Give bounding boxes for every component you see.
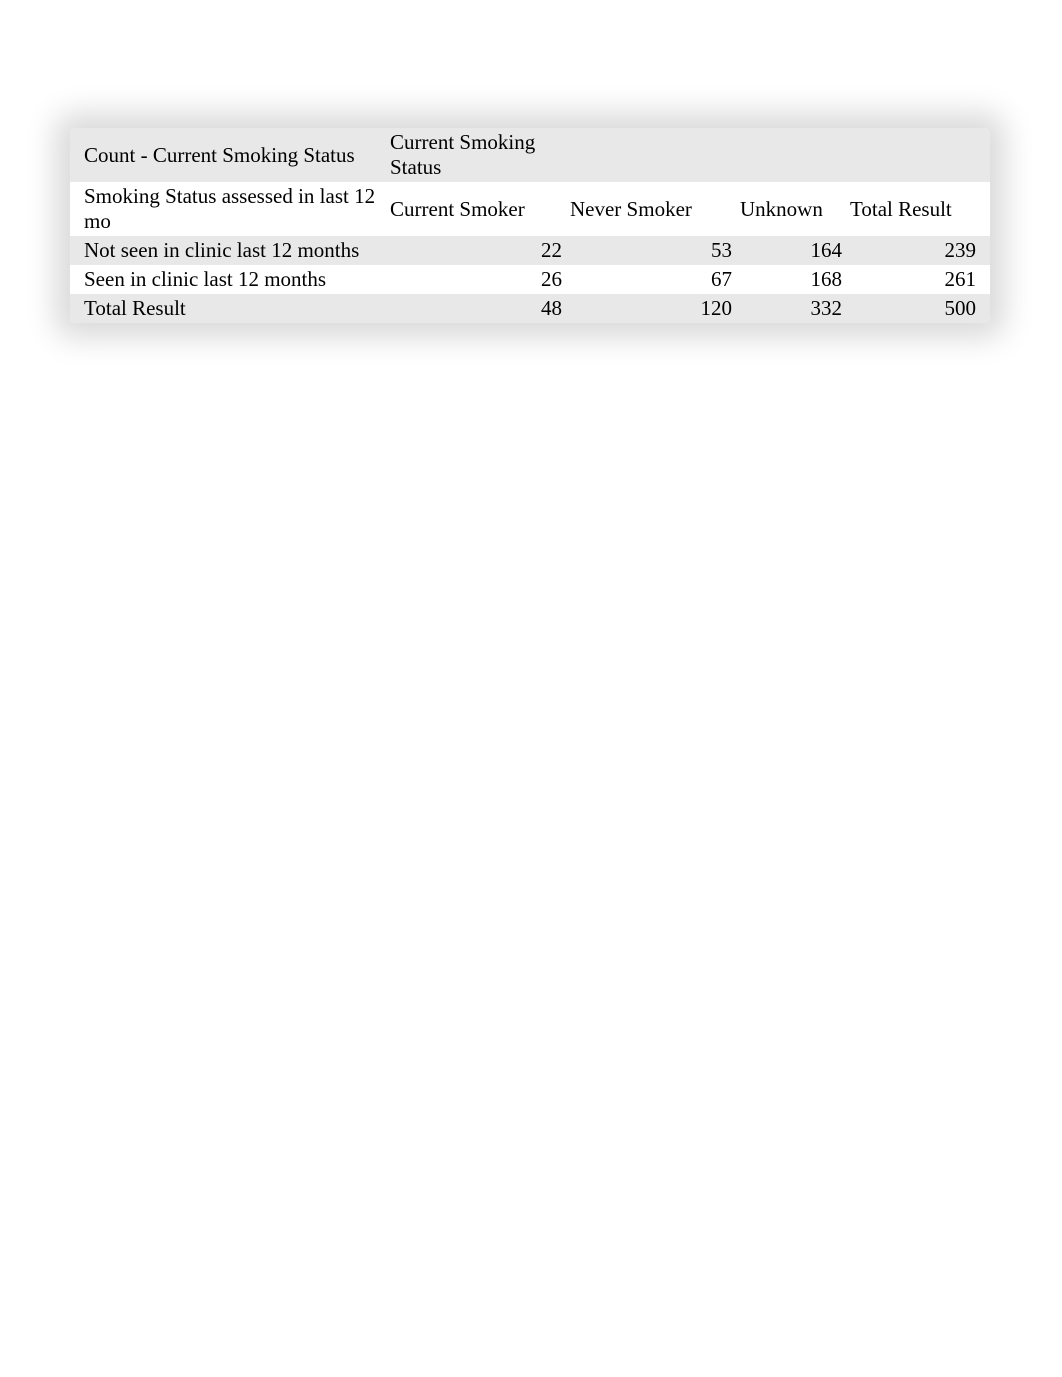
table-row: Seen in clinic last 12 months 26 67 168 …	[70, 265, 990, 294]
cell-value: 22	[390, 236, 570, 265]
empty-cell	[740, 128, 850, 182]
table-totals-row: Total Result 48 120 332 500	[70, 294, 990, 323]
row-label: Not seen in clinic last 12 months	[70, 236, 390, 265]
row-dimension-label: Smoking Status assessed in last 12 mo	[70, 182, 390, 236]
totals-value: 500	[850, 294, 990, 323]
column-header-current-smoker: Current Smoker	[390, 182, 570, 236]
totals-value: 120	[570, 294, 740, 323]
smoking-status-pivot-table: Count - Current Smoking Status Current S…	[70, 128, 990, 323]
totals-value: 48	[390, 294, 570, 323]
cell-value: 261	[850, 265, 990, 294]
cell-value: 26	[390, 265, 570, 294]
table-row: Not seen in clinic last 12 months 22 53 …	[70, 236, 990, 265]
cell-value: 67	[570, 265, 740, 294]
table-header-row-2: Smoking Status assessed in last 12 mo Cu…	[70, 182, 990, 236]
table-header-row-1: Count - Current Smoking Status Current S…	[70, 128, 990, 182]
cell-value: 53	[570, 236, 740, 265]
row-label: Seen in clinic last 12 months	[70, 265, 390, 294]
totals-label: Total Result	[70, 294, 390, 323]
totals-value: 332	[740, 294, 850, 323]
pivot-table-container: Count - Current Smoking Status Current S…	[70, 128, 990, 323]
cell-value: 239	[850, 236, 990, 265]
column-header-unknown: Unknown	[740, 182, 850, 236]
cell-value: 164	[740, 236, 850, 265]
column-group-label: Current Smoking Status	[390, 128, 570, 182]
column-header-total-result: Total Result	[850, 182, 990, 236]
pivot-measure-label: Count - Current Smoking Status	[70, 128, 390, 182]
column-header-never-smoker: Never Smoker	[570, 182, 740, 236]
empty-cell	[850, 128, 990, 182]
empty-cell	[570, 128, 740, 182]
cell-value: 168	[740, 265, 850, 294]
